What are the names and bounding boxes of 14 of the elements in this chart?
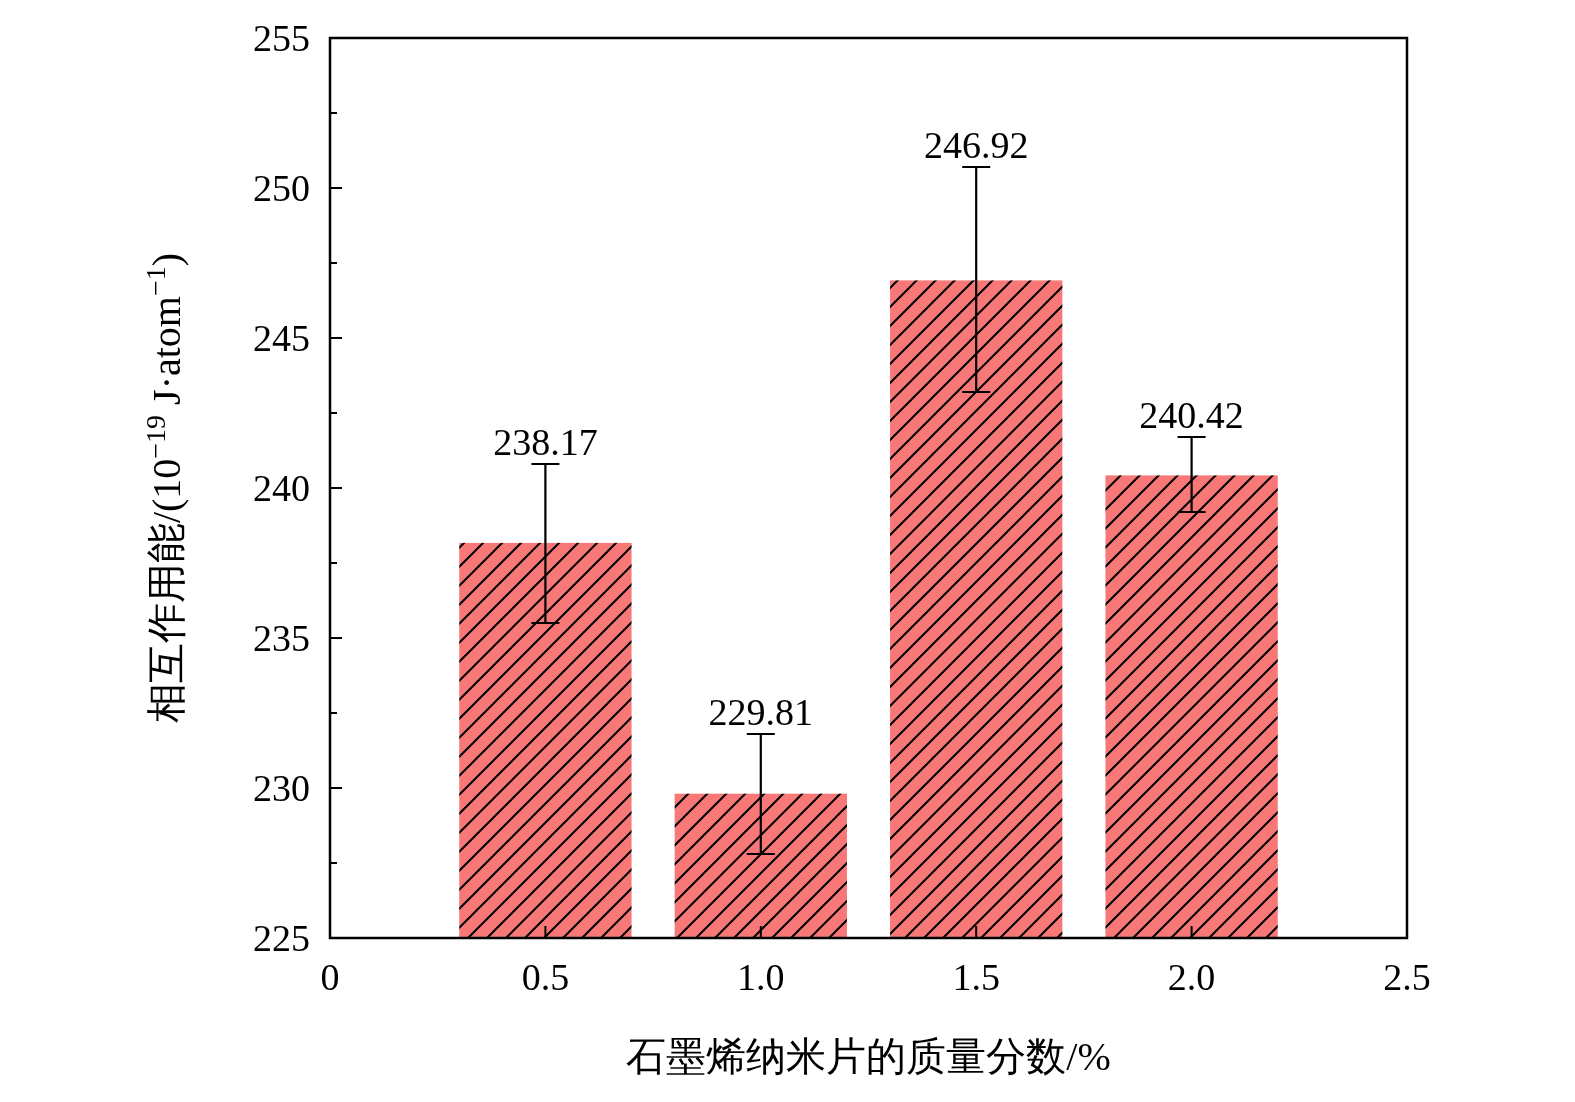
x-tick-label: 2.5 <box>1383 956 1431 998</box>
y-tick-label: 250 <box>253 167 310 209</box>
y-tick-label: 230 <box>253 767 310 809</box>
y-tick-label: 240 <box>253 467 310 509</box>
x-tick-label: 1.5 <box>952 956 1000 998</box>
x-tick-label: 1.0 <box>737 956 785 998</box>
y-tick-label: 235 <box>253 617 310 659</box>
x-tick-label: 0 <box>320 956 340 998</box>
x-tick-label: 2.0 <box>1167 956 1216 998</box>
y-tick-label: 225 <box>253 917 310 959</box>
y-tick-label: 245 <box>253 317 310 359</box>
x-tick-label: 0.5 <box>521 956 570 998</box>
y-tick-label: 255 <box>253 17 310 59</box>
x-axis-title: 石墨烯纳米片的质量分数/% <box>626 1034 1111 1079</box>
